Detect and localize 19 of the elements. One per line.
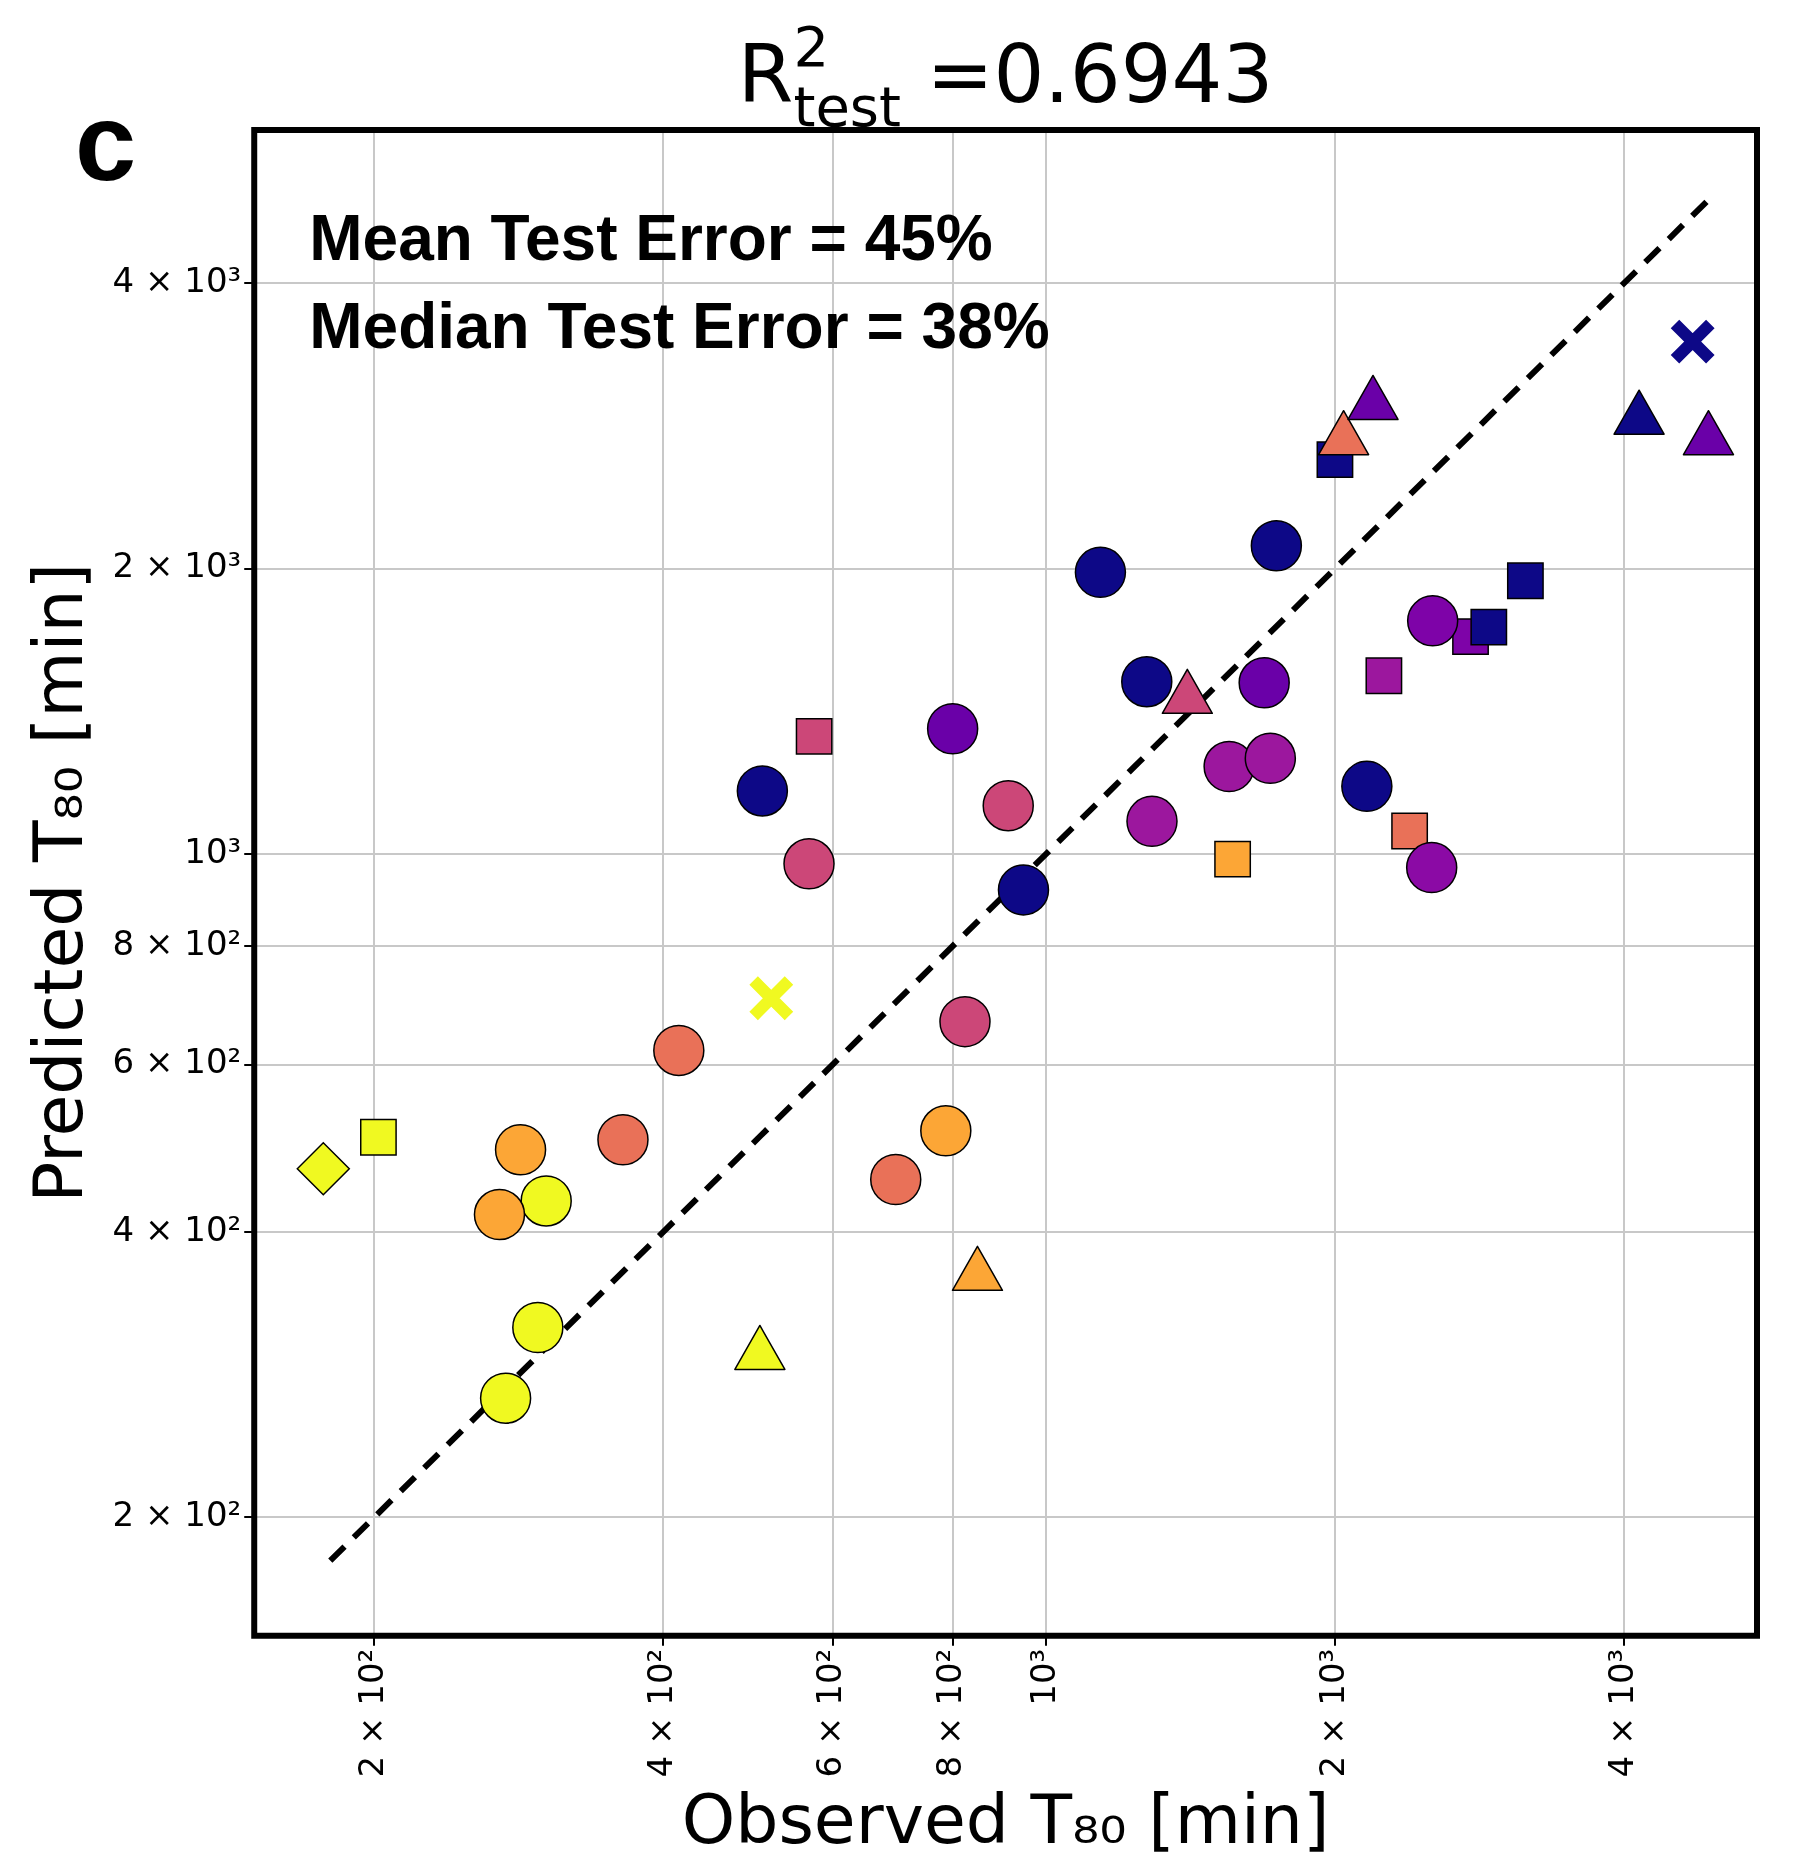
y-axis-title: Predicted T₈₀ [min] (19, 562, 99, 1203)
x-tick-label: 6 × 10² (809, 1648, 850, 1778)
text: c (75, 80, 137, 203)
y-tick-label: 8 × 10² (112, 922, 242, 963)
y-tick-label: 4 × 10² (112, 1208, 242, 1249)
y-tick-label: 4 × 10³ (112, 259, 242, 300)
y-tick-label: 2 × 10² (112, 1494, 242, 1535)
x-tick-label: 4 × 10² (640, 1648, 681, 1778)
x-tick-label: 10³ (1022, 1648, 1063, 1706)
x-tick-label: 2 × 10² (351, 1648, 392, 1778)
y-tick-label: 6 × 10² (112, 1041, 242, 1082)
y-tick-label: 10³ (184, 831, 242, 872)
x-tick-label: 4 × 10³ (1600, 1648, 1641, 1778)
y-tick-label: 2 × 10³ (112, 545, 242, 586)
x-tick-label: 2 × 10³ (1311, 1648, 1352, 1778)
annotation: Median Test Error = 38% (309, 290, 1050, 362)
annotation: Mean Test Error = 45% (309, 202, 993, 274)
x-axis-title: Observed T₈₀ [min] (681, 1779, 1330, 1859)
x-tick-label: 8 × 10² (929, 1648, 970, 1778)
